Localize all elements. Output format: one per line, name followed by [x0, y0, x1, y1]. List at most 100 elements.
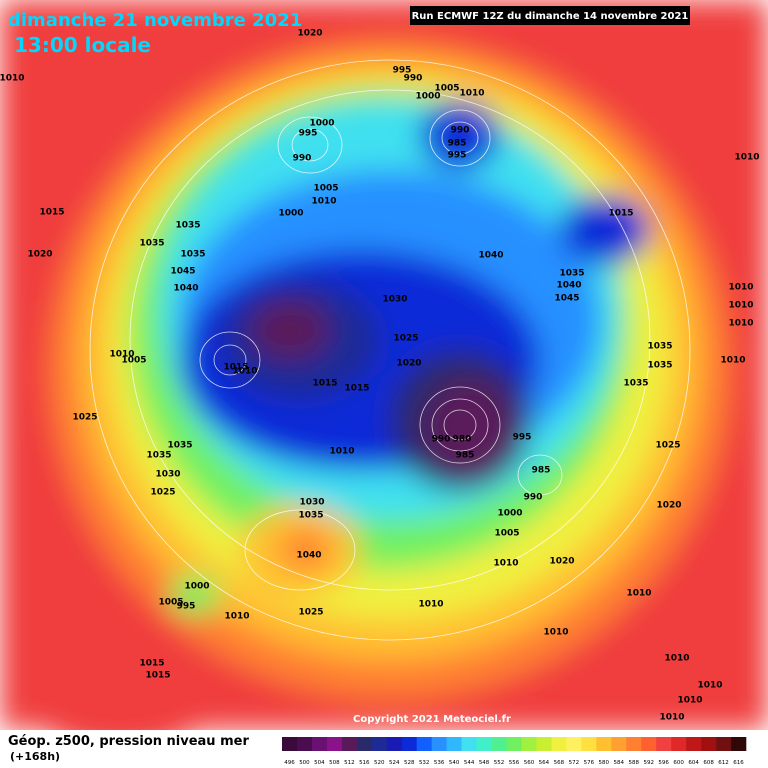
- isobar-label: 990: [524, 493, 543, 503]
- isobar-label: 1000: [309, 119, 334, 129]
- isobar-label: 1010: [664, 654, 689, 664]
- isobar-label: 1025: [150, 488, 175, 498]
- colorbar-label: 576: [584, 760, 595, 766]
- time: 13:00 locale: [14, 33, 151, 57]
- colorbar-swatch: [416, 737, 432, 751]
- run-box: [410, 6, 690, 25]
- isobar-label: 1005: [494, 529, 519, 539]
- colorbar-swatch: [671, 737, 687, 751]
- colorbar-swatch: [566, 737, 582, 751]
- isobar-label: 1035: [647, 361, 672, 371]
- colorbar-swatch: [596, 737, 612, 751]
- isobar-label: 1020: [297, 29, 322, 39]
- isobar-label: 1040: [296, 551, 321, 561]
- isobar-label: 1005: [313, 184, 338, 194]
- colorbar-label: 600: [673, 760, 684, 766]
- colorbar-label: 528: [404, 760, 415, 766]
- colorbar-swatch: [311, 737, 328, 751]
- date: dimanche 21 novembre 2021: [8, 10, 302, 31]
- colorbar-label: 552: [494, 760, 505, 766]
- colorbar-swatch: [626, 737, 642, 751]
- colorbar-label: 584: [614, 760, 625, 766]
- colorbar-swatch: [656, 737, 672, 751]
- colorbar-label: 508: [329, 760, 340, 766]
- isobar-label: 1045: [554, 294, 579, 304]
- copyright: Copyright 2021 Meteociel.fr: [353, 714, 511, 725]
- isobar-label: 995: [393, 66, 412, 76]
- colorbar-swatch: [356, 737, 373, 751]
- isobar-label: 1005: [434, 84, 459, 94]
- isobar-label: 1010: [734, 153, 759, 163]
- colorbar-label: 612: [718, 760, 729, 766]
- colorbar-label: 556: [509, 760, 520, 766]
- isobar-label: 1015: [312, 379, 337, 389]
- isobar-label: 985: [456, 451, 475, 461]
- isobar-label: 1030: [382, 295, 407, 305]
- colorbar-swatch: [686, 737, 702, 751]
- isobar-label: 1030: [155, 470, 180, 480]
- colorbar-swatch: [296, 737, 313, 751]
- isobar-label: 1010: [493, 559, 518, 569]
- isobar-label: 990: [404, 74, 423, 84]
- colorbar-swatch: [536, 737, 552, 751]
- field: [0, 0, 768, 750]
- isobar-label: 1025: [298, 608, 323, 618]
- colorbar-swatch: [716, 737, 732, 751]
- colorbar-swatch: [641, 737, 657, 751]
- colorbar-swatch: [326, 737, 343, 751]
- colorbar-label: 592: [643, 760, 654, 766]
- isobar-label: 1035: [180, 250, 205, 260]
- colorbar-label: 500: [299, 760, 310, 766]
- isobar-label: 990: [293, 154, 312, 164]
- colorbar-swatch: [611, 737, 627, 751]
- isobar-label: 1010: [697, 681, 722, 691]
- isobar-label: 1035: [559, 269, 584, 279]
- colorbar-swatch: [461, 737, 477, 751]
- isobar-label: 1025: [393, 334, 418, 344]
- colorbar-label: 516: [359, 760, 370, 766]
- isobar-label: 1035: [146, 451, 171, 461]
- colorbar-swatch: [431, 737, 447, 751]
- isobar-label: 1010: [329, 447, 354, 457]
- isobar-label: 1010: [720, 356, 745, 366]
- isobar-label: 1035: [647, 342, 672, 352]
- colorbar-swatch: [551, 737, 567, 751]
- colorbar-label: 536: [434, 760, 445, 766]
- isobar-label: 990: [432, 435, 451, 445]
- colorbar-label: 580: [599, 760, 610, 766]
- colorbar-swatch: [341, 737, 358, 751]
- isobar-label: 985: [448, 139, 467, 149]
- colorbar-swatch: [701, 737, 717, 751]
- colorbar-label: 532: [419, 760, 430, 766]
- isobar-label: 985: [532, 466, 551, 476]
- colorbar-label: 548: [479, 760, 490, 766]
- colorbar-label: 504: [314, 760, 325, 766]
- colorbar-label: 560: [524, 760, 535, 766]
- isobar-label: 1005: [121, 356, 146, 366]
- colorbar-label: 608: [703, 760, 714, 766]
- isobar-label: 1020: [549, 557, 574, 567]
- isobar-label: 1010: [224, 612, 249, 622]
- legend-title: Géop. z500, pression niveau mer: [8, 734, 249, 749]
- isobar-label: 1010: [311, 197, 336, 207]
- colorbar-swatch: [446, 737, 462, 751]
- isobar-label: 1040: [478, 251, 503, 261]
- isobar-label: 1010: [0, 74, 25, 84]
- isobar-label: 1035: [167, 441, 192, 451]
- isobar-label: 1010: [232, 367, 257, 377]
- isobar-label: 1035: [623, 379, 648, 389]
- isobar-label: 1015: [608, 209, 633, 219]
- isobar-label: 1010: [418, 600, 443, 610]
- colorbar-swatch: [476, 737, 492, 751]
- isobar-label: 1025: [655, 441, 680, 451]
- isobar-label: 1015: [223, 363, 248, 373]
- colorbar-label: 520: [374, 760, 385, 766]
- colorbar-swatch: [282, 737, 298, 751]
- isobar-label: 1035: [175, 221, 200, 231]
- colorbar-swatch: [371, 737, 388, 751]
- colorbar-label: 544: [464, 760, 475, 766]
- isobar-label: 1015: [39, 208, 64, 218]
